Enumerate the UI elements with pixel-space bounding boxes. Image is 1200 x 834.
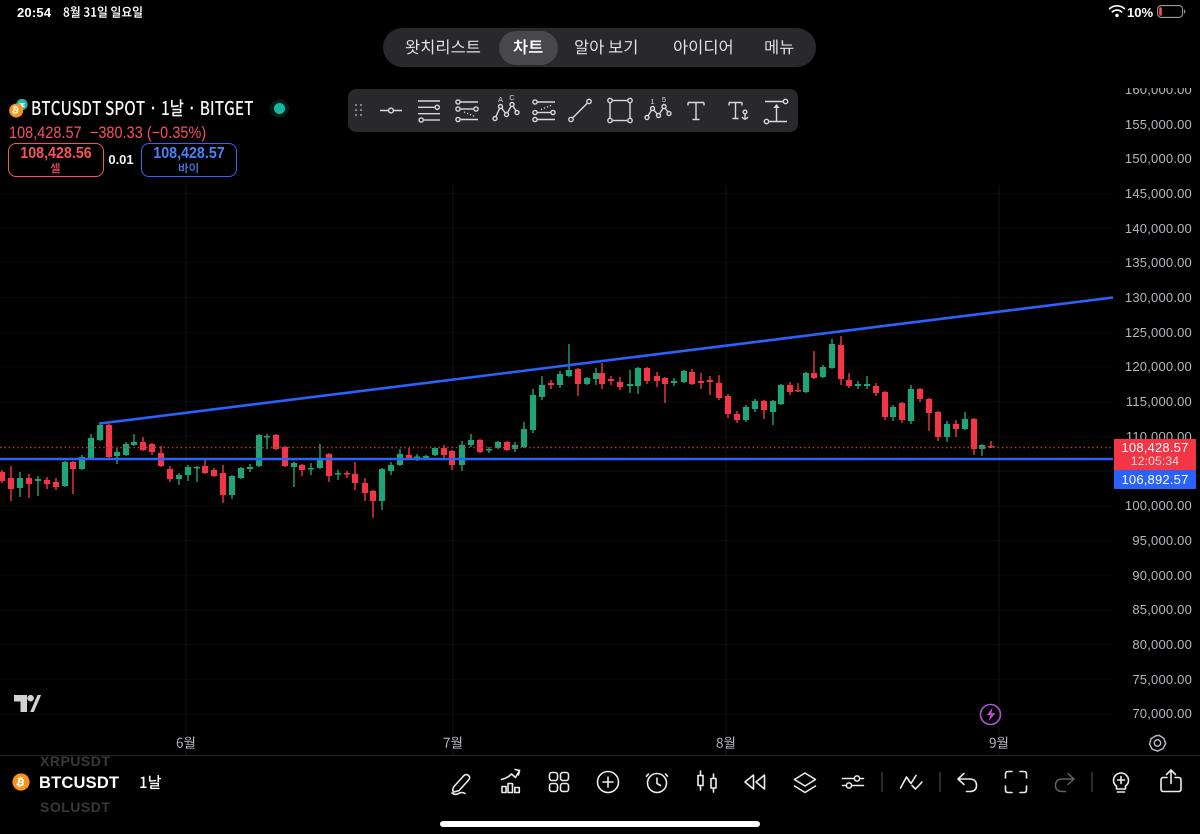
svg-text:A: A xyxy=(498,95,503,104)
svg-text:5: 5 xyxy=(662,95,666,104)
svg-text:1: 1 xyxy=(650,97,654,106)
svg-text:C: C xyxy=(509,93,515,102)
